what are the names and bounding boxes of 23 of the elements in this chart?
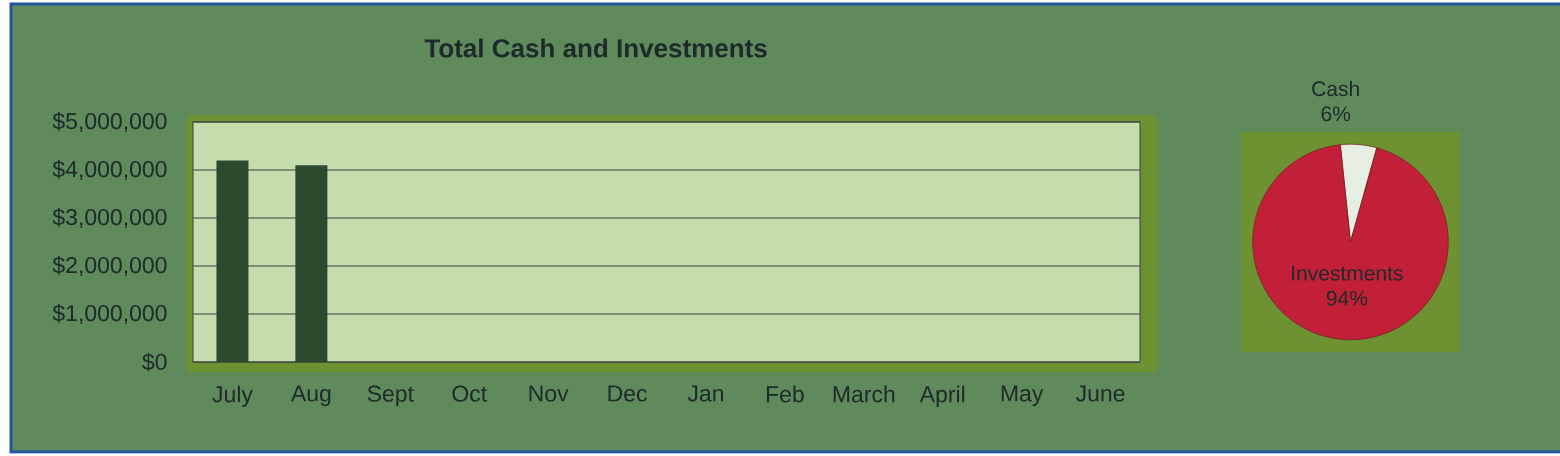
y-tick-label: $1,000,000 bbox=[52, 304, 167, 324]
x-tick-label: Feb bbox=[766, 385, 804, 403]
chart-title: Total Cash and Investments bbox=[424, 38, 767, 58]
x-tick-label: April bbox=[919, 385, 965, 407]
x-tick-label: Nov bbox=[529, 385, 569, 402]
slice-label: Investments bbox=[1292, 266, 1403, 281]
x-tick-label: July bbox=[212, 385, 253, 407]
x-tick-label: March bbox=[833, 385, 895, 403]
y-tick-label: $0 bbox=[142, 352, 167, 372]
x-tick-label: Dec bbox=[608, 385, 647, 402]
x-tick-label: Jan bbox=[687, 385, 724, 402]
data-label: 6% bbox=[1321, 106, 1351, 122]
x-tick-label: June bbox=[1075, 385, 1125, 402]
y-tick-label: $3,000,000 bbox=[52, 208, 167, 228]
slice-label: Cash bbox=[1312, 80, 1359, 97]
x-tick-label: Sept bbox=[367, 385, 414, 407]
x-tick-label: Aug bbox=[290, 385, 331, 407]
x-tick-label: May bbox=[1001, 385, 1044, 407]
x-tick-label: Oct bbox=[452, 385, 487, 402]
y-tick-label: $4,000,000 bbox=[52, 160, 167, 180]
y-tick-label: $2,000,000 bbox=[52, 256, 167, 276]
y-tick-label: $5,000,000 bbox=[52, 112, 167, 132]
data-label: 94% bbox=[1326, 290, 1368, 306]
